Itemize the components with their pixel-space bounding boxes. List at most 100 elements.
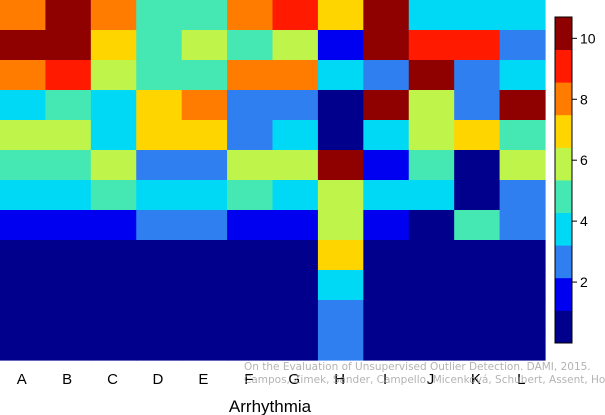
heatmap-cell-I-row5 [363,120,410,151]
heatmap-cell-B-row3 [45,60,92,91]
heatmap-cell-E-row3 [181,60,228,91]
colorbar-segment-7 [555,114,572,148]
heatmap-cell-C-row6 [90,150,137,181]
colorbar-tick-label-6: 6 [580,152,588,168]
heatmap-cell-H-row7 [317,180,364,211]
colorbar-frame [554,16,573,344]
x-tick-label-I: I [383,371,387,388]
heatmap-cell-I-row2 [363,30,410,61]
heatmap-cell-G-row11 [272,300,319,331]
heatmap-cell-F-row9 [227,240,274,271]
x-tick-label-K: K [471,371,481,388]
heatmap-cell-L-row8 [499,210,546,241]
heatmap-cell-E-row2 [181,30,228,61]
heatmap-cell-J-row9 [408,240,455,271]
heatmap-cell-A-row2 [0,30,47,61]
heatmap-cell-I-row7 [363,180,410,211]
citation-line-2: Campos, Zimek, Sander, Campello, Micenko… [244,373,605,386]
heatmap-cell-C-row12 [90,330,137,361]
heatmap-cell-G-row4 [272,90,319,121]
heatmap-cell-E-row8 [181,210,228,241]
heatmap-cell-I-row9 [363,240,410,271]
heatmap-cell-L-row10 [499,270,546,301]
heatmap-cell-A-row6 [0,150,47,181]
heatmap-cell-D-row6 [136,150,183,181]
heatmap-cell-G-row7 [272,180,319,211]
x-tick-label-J: J [427,371,435,388]
heatmap-cell-B-row4 [45,90,92,121]
heatmap-cell-J-row6 [408,150,455,181]
heatmap-cell-A-row5 [0,120,47,151]
heatmap-cell-A-row7 [0,180,47,211]
heatmap-cell-A-row4 [0,90,47,121]
heatmap-cell-F-row12 [227,330,274,361]
heatmap-cell-A-row12 [0,330,47,361]
heatmap-cell-D-row9 [136,240,183,271]
colorbar-segment-10 [555,17,572,50]
heatmap-cell-B-row12 [45,330,92,361]
heatmap-cell-K-row11 [454,300,501,331]
heatmap-cell-H-row9 [317,240,364,271]
colorbar-segment-1 [555,310,572,344]
colorbar-tick-label-4: 4 [580,213,588,229]
colorbar-segment-5 [555,180,572,213]
heatmap-cell-C-row5 [90,120,137,151]
colorbar-segment-4 [555,212,572,246]
heatmap-cell-D-row2 [136,30,183,61]
heatmap-cell-K-row2 [454,30,501,61]
heatmap-cell-E-row4 [181,90,228,121]
heatmap-cell-I-row12 [363,330,410,361]
x-tick-label-F: F [244,371,253,388]
colorbar [554,16,573,344]
heatmap-cell-B-row5 [45,120,92,151]
heatmap-cell-L-row9 [499,240,546,271]
heatmap-cell-J-row5 [408,120,455,151]
heatmap-cell-I-row11 [363,300,410,331]
heatmap-cell-K-row12 [454,330,501,361]
heatmap-cell-C-row2 [90,30,137,61]
heatmap-cell-I-row10 [363,270,410,301]
heatmap-cell-C-row3 [90,60,137,91]
heatmap-cell-J-row10 [408,270,455,301]
heatmap-cell-E-row1 [181,0,228,31]
heatmap-cell-G-row3 [272,60,319,91]
heatmap-cell-L-row7 [499,180,546,211]
heatmap-cell-K-row9 [454,240,501,271]
colorbar-segment-9 [555,49,572,83]
heatmap-cell-E-row6 [181,150,228,181]
heatmap-cell-D-row11 [136,300,183,331]
colorbar-tick-label-2: 2 [580,274,588,290]
heatmap-cell-H-row4 [317,90,364,121]
heatmap-cell-C-row4 [90,90,137,121]
heatmap-cell-I-row4 [363,90,410,121]
x-axis-label: Arrhythmia [229,397,312,415]
heatmap-cell-H-row3 [317,60,364,91]
heatmap-cell-F-row6 [227,150,274,181]
heatmap-cell-D-row1 [136,0,183,31]
heatmap-cell-F-row3 [227,60,274,91]
heatmap-cell-I-row8 [363,210,410,241]
heatmap-cell-C-row8 [90,210,137,241]
heatmap-cell-L-row6 [499,150,546,181]
x-tick-label-H: H [334,371,345,388]
heatmap-cell-C-row10 [90,270,137,301]
heatmap-cell-L-row4 [499,90,546,121]
heatmap-cell-G-row2 [272,30,319,61]
heatmap-cell-K-row6 [454,150,501,181]
heatmap-cell-H-row6 [317,150,364,181]
heatmap-cell-K-row5 [454,120,501,151]
x-tick-label-G: G [288,371,300,388]
x-tick-label-A: A [17,371,27,388]
heatmap-cell-L-row1 [499,0,546,31]
heatmap-cell-F-row10 [227,270,274,301]
heatmap-cell-G-row5 [272,120,319,151]
heatmap-cell-E-row7 [181,180,228,211]
heatmap-cell-K-row10 [454,270,501,301]
x-tick-label-B: B [62,371,72,388]
heatmap-cell-G-row10 [272,270,319,301]
heatmap-cell-F-row1 [227,0,274,31]
heatmap-cell-E-row11 [181,300,228,331]
heatmap-cell-E-row12 [181,330,228,361]
heatmap-cell-A-row1 [0,0,47,31]
